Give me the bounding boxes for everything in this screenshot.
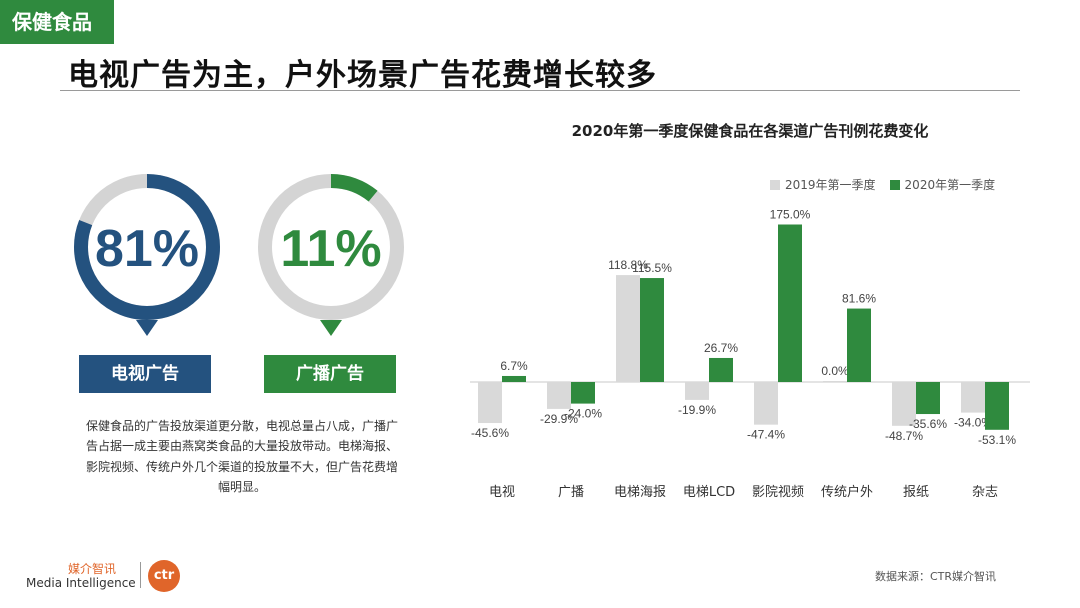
data-label-2019-4: -47.4% bbox=[747, 428, 785, 442]
legend-swatch bbox=[889, 179, 900, 190]
bar-2019-0 bbox=[478, 382, 502, 424]
data-label-2020-6: -35.6% bbox=[909, 417, 947, 431]
bar-2020-1 bbox=[571, 382, 595, 404]
category-label-1: 广播 bbox=[558, 485, 584, 500]
bar-2020-0 bbox=[502, 375, 526, 382]
data-label-2020-2: 115.5% bbox=[632, 261, 672, 275]
bar-2020-3 bbox=[709, 357, 733, 382]
ring-pointer bbox=[136, 320, 158, 336]
logo-cn: 媒介智讯 bbox=[68, 562, 117, 576]
chart-title: 2020年第一季度保健食品在各渠道广告刊例花费变化 bbox=[571, 122, 929, 140]
data-label-2020-0: 6.7% bbox=[500, 359, 528, 373]
legend-item-2019: 2019年第一季度 bbox=[770, 176, 876, 193]
title-divider bbox=[60, 90, 1020, 91]
category-label-3: 电梯LCD bbox=[683, 485, 735, 500]
category-label-5: 传统户外 bbox=[821, 484, 873, 500]
category-label-2: 电梯海报 bbox=[614, 485, 666, 500]
data-label-2019-1: -29.9% bbox=[540, 412, 578, 426]
bar-2019-3 bbox=[685, 382, 709, 400]
bar-2020-5 bbox=[847, 308, 871, 382]
ring-value: 11% bbox=[280, 220, 381, 278]
ring-tv: 81% bbox=[74, 174, 220, 336]
ring-label-radio: 广播广告 bbox=[264, 355, 396, 393]
category-label-4: 影院视频 bbox=[752, 485, 804, 500]
bar-2019-6 bbox=[892, 382, 916, 426]
legend-swatch bbox=[770, 179, 780, 190]
data-label-2019-5: 0.0% bbox=[821, 364, 849, 378]
bar-2020-7 bbox=[985, 382, 1009, 430]
logo-divider bbox=[140, 562, 141, 588]
ring-radio: 11% bbox=[258, 174, 404, 336]
bar-2019-4 bbox=[754, 382, 778, 425]
section-tag: 保健食品 bbox=[0, 0, 114, 44]
category-label-6: 报纸 bbox=[903, 485, 929, 500]
bar-2020-2 bbox=[640, 278, 664, 382]
data-label-2020-4: 175.0% bbox=[770, 208, 811, 222]
bar-2019-1 bbox=[547, 382, 571, 409]
data-label-2019-0: -45.6% bbox=[471, 426, 509, 440]
data-label-2019-2: 118.8% bbox=[608, 258, 648, 272]
legend-item-2020: 2020年第一季度 bbox=[889, 176, 996, 193]
page-title: 电视广告为主，户外场景广告花费增长较多 bbox=[68, 58, 657, 93]
ring-pointer bbox=[320, 320, 342, 336]
data-label-2019-7: -34.0% bbox=[954, 416, 992, 430]
bar-chart: -45.6% 6.7% 电视 -29.9%-24.0% 广播 118.8%115.5% 电梯… bbox=[470, 208, 1030, 500]
ring-label-tv: 电视广告 bbox=[79, 355, 211, 393]
logo-en: Media Intelligence bbox=[26, 576, 136, 590]
data-label-2020-1: -24.0% bbox=[564, 407, 602, 421]
logo-mark: ctr bbox=[148, 560, 180, 592]
category-label-0: 电视 bbox=[489, 485, 515, 500]
data-label-2019-3: -19.9% bbox=[678, 403, 716, 417]
chart-legend: 2019年第一季度 2020年第一季度 bbox=[770, 176, 995, 193]
category-label-7: 杂志 bbox=[972, 485, 998, 500]
bar-2019-5 bbox=[823, 381, 847, 382]
bar-2019-2 bbox=[616, 275, 640, 382]
data-label-2020-7: -53.1% bbox=[978, 433, 1016, 447]
data-label-2019-6: -48.7% bbox=[885, 429, 923, 443]
data-label-2020-5: 81.6% bbox=[842, 292, 876, 306]
ring-progress bbox=[258, 174, 404, 320]
legend-label: 2020年第一季度 bbox=[904, 178, 996, 192]
data-source: 数据来源：CTR媒介智讯 bbox=[875, 570, 997, 583]
data-label-2020-3: 26.7% bbox=[704, 341, 738, 355]
legend-label: 2019年第一季度 bbox=[785, 178, 876, 192]
ring-progress bbox=[74, 174, 220, 320]
ring-value: 81% bbox=[95, 220, 199, 278]
bar-2020-4 bbox=[778, 224, 802, 382]
bar-2020-6 bbox=[916, 382, 940, 415]
bar-2019-7 bbox=[961, 382, 985, 413]
description-text: 保健食品的广告投放渠道更分散，电视总量占八成，广播广告占据一成主要由燕窝类食品的… bbox=[85, 419, 398, 495]
